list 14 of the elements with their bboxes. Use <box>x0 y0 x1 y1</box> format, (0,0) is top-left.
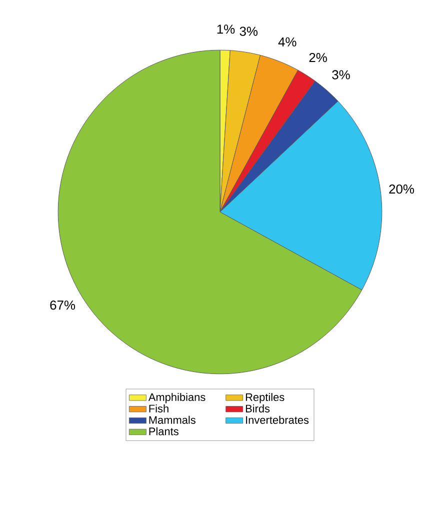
data-label: 2% <box>309 52 327 62</box>
data-label: 4% <box>278 37 296 46</box>
legend-label: Plants <box>149 427 178 436</box>
legend-label: Birds <box>246 404 270 412</box>
data-label: 3% <box>332 70 350 80</box>
legend-label: Mammals <box>149 416 196 424</box>
data-label: 1% <box>217 24 235 34</box>
data-label: 20% <box>389 184 414 194</box>
legend-label: Invertebrates <box>246 416 309 424</box>
legend-label: Amphibians <box>148 392 206 404</box>
data-label: 67% <box>50 300 76 310</box>
data-label: 3% <box>240 26 258 36</box>
legend-label: Fish <box>149 404 168 412</box>
legend-label: Reptiles <box>246 392 284 404</box>
